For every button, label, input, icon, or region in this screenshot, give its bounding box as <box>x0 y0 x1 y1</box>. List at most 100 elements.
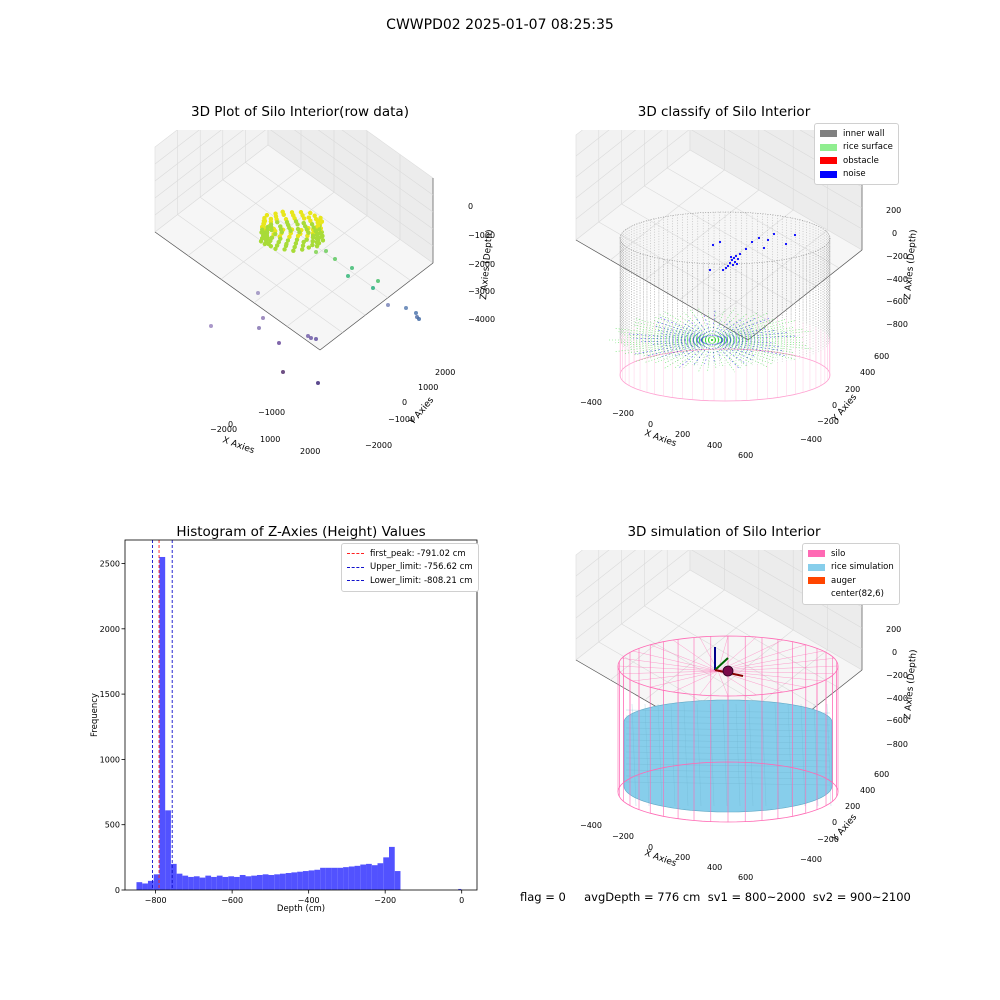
raw-xtick-3: 1000 <box>260 435 280 444</box>
raw-point <box>404 306 408 310</box>
grid-line <box>575 130 863 209</box>
rice-surface-ray <box>653 320 713 341</box>
noise-ray <box>716 343 747 365</box>
status-footer: flag = 0 avgDepth = 776 cm sv1 = 800~200… <box>520 890 911 904</box>
noise-point <box>724 266 728 270</box>
raw-xtick-4: 2000 <box>300 447 320 456</box>
histogram-x-tick-label: −200 <box>374 896 396 905</box>
inner-wall-top-ring <box>619 211 831 265</box>
raw-point <box>304 237 309 242</box>
noise-ray <box>692 343 710 367</box>
raw-point <box>209 324 213 328</box>
rice-mesh-line <box>657 703 663 807</box>
silo-roof-spoke <box>717 644 806 672</box>
legend-rice-simulation: rice simulation <box>831 562 894 573</box>
histogram-bar <box>234 876 240 890</box>
rice-surface-ray <box>711 339 796 357</box>
histogram-x-ticks: −800 −600 −400 −200 0 <box>145 890 464 905</box>
rice-surface-ray <box>711 309 726 341</box>
raw-point <box>287 234 292 239</box>
histogram-bar <box>308 870 315 890</box>
noise-point <box>757 236 761 240</box>
noise-point <box>731 263 735 267</box>
cls-ztick-0: 200 <box>886 206 901 215</box>
histogram-bar <box>147 880 154 890</box>
rice-surface-ray <box>655 316 713 341</box>
noise-ray <box>721 329 777 339</box>
histogram-bar <box>245 876 252 890</box>
raw-ytick-1: 1000 <box>418 383 438 392</box>
raw-point <box>314 217 319 222</box>
histogram-bar <box>188 876 194 890</box>
silo-roof-spoke <box>650 670 719 688</box>
raw-point <box>273 231 278 237</box>
rice-surface-ray <box>707 339 713 372</box>
sim-ztick-2: −200 <box>886 671 908 680</box>
histogram-bar <box>337 867 344 890</box>
rice-surface-ray <box>634 339 713 362</box>
noise-ray <box>721 340 781 347</box>
legend-rice-surface: rice surface <box>843 142 893 153</box>
raw-point <box>262 241 267 247</box>
silo-roof-spoke <box>621 670 719 674</box>
raw-point <box>257 326 261 330</box>
rice-surface-ray <box>633 324 713 341</box>
rice-surface-ray <box>658 313 713 341</box>
sim-ytick-3: 0 <box>832 818 837 827</box>
silo-roof-spoke <box>632 650 719 672</box>
silo-roof-spoke <box>717 658 835 672</box>
histogram-bar <box>216 875 223 890</box>
rice-surface-ray <box>711 339 775 362</box>
legend-upper-limit: Upper_limit: -756.62 cm <box>370 562 473 573</box>
silo-roof-spoke <box>717 636 757 672</box>
rice-mesh-line <box>813 703 819 807</box>
rice-surface-ray <box>634 318 713 341</box>
noise-ray <box>660 341 703 347</box>
auger-body <box>722 665 734 677</box>
sim-zlabel: Z Axies (Depth) <box>903 649 919 720</box>
histogram-y-tick-label: 0 <box>115 886 120 895</box>
sim-xtick-3: 200 <box>675 853 690 862</box>
raw-panel-title: 3D Plot of Silo Interior(row data) <box>191 104 409 120</box>
histogram-bar <box>199 877 206 890</box>
raw-point <box>333 257 337 261</box>
noise-ray <box>717 317 757 337</box>
histogram-chart: −800 −600 −400 −200 0 0 500 1000 1500 2000 2500 D… <box>90 539 478 914</box>
histogram-bar <box>239 874 246 890</box>
rice-surface-ray <box>673 339 713 369</box>
grid-line <box>154 130 434 213</box>
rice-surface-ray <box>711 337 803 341</box>
raw-point <box>310 242 315 248</box>
x-axis-line <box>154 231 321 351</box>
raw-point <box>350 266 354 270</box>
rice-surface-ray <box>711 307 736 341</box>
sim-panel-title: 3D simulation of Silo Interior <box>627 524 821 540</box>
raw-point <box>301 239 306 245</box>
grid-line <box>187 168 302 256</box>
histogram-y-tick-label: 1500 <box>100 690 120 699</box>
noise-point <box>732 256 736 260</box>
raw-point <box>276 239 281 245</box>
noise-ray <box>720 341 786 356</box>
rice-surface-ray <box>711 339 773 365</box>
silo-roof-spoke <box>672 639 719 672</box>
upper-limit-line-swatch <box>347 566 364 568</box>
histogram-bar <box>193 876 200 890</box>
histogram-bar <box>371 865 378 890</box>
noise-ray <box>673 342 706 358</box>
noise-point <box>744 247 748 251</box>
y-axis-line <box>319 262 434 351</box>
raw-point <box>371 286 375 290</box>
raw-point <box>259 230 264 235</box>
histogram-bar <box>268 874 275 890</box>
histogram-y-tick-label: 2500 <box>100 560 120 569</box>
rice-surface-ray <box>711 339 795 353</box>
histogram-bar <box>279 873 286 890</box>
cls-ztick-4: −600 <box>886 297 908 306</box>
histogram-bar <box>320 867 326 890</box>
noise-point <box>736 257 740 261</box>
rice-mesh-line <box>826 703 832 807</box>
silo-roof-spoke <box>617 665 719 672</box>
histogram-bar <box>389 846 395 890</box>
rice-surface-ray <box>711 328 803 341</box>
